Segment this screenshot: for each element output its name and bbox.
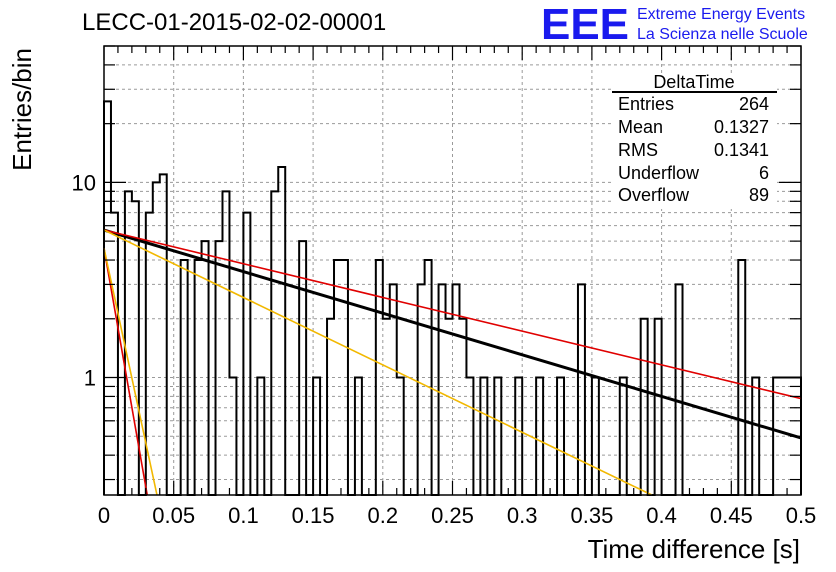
chart-title: LECC-01-2015-02-02-00001 [82, 9, 386, 36]
fit-line [103, 229, 802, 400]
x-tick-label: 0.3 [507, 503, 538, 528]
stats-label: Overflow [618, 185, 690, 205]
histogram-bin [676, 284, 683, 495]
histogram-bin [459, 319, 466, 495]
stats-row: Entries 264 [618, 94, 769, 114]
stats-label: RMS [618, 140, 658, 160]
histogram-bars [103, 100, 802, 496]
stats-value: 264 [739, 94, 769, 114]
x-tick-label: 0.35 [570, 503, 613, 528]
histogram-bin [418, 284, 425, 495]
stats-label: Mean [618, 117, 663, 137]
stats-label: Underflow [618, 163, 700, 183]
histogram-bin [655, 319, 662, 495]
fit-line [103, 248, 149, 496]
eee-logo: EEE Extreme Energy Events La Scienza nel… [541, 0, 808, 49]
histogram-bin [578, 284, 585, 495]
eee-logo-text: EEE [541, 0, 629, 49]
stats-row: Overflow 89 [618, 185, 769, 205]
histogram-bin [641, 319, 648, 495]
histogram-bin [222, 191, 229, 495]
x-tick-label: 0 [98, 503, 110, 528]
stats-row: RMS 0.1341 [618, 140, 769, 160]
histogram-bin [216, 241, 223, 495]
x-tick-label: 0.5 [786, 503, 817, 528]
y-tick-label: 1 [84, 366, 96, 391]
histogram-bin [146, 213, 153, 495]
x-tick-label: 0.15 [292, 503, 335, 528]
x-axis-label: Time difference [s] [588, 534, 800, 564]
histogram-outline [103, 100, 802, 496]
fit-lines [103, 228, 802, 496]
histogram-bin [160, 174, 167, 495]
fit-line [103, 228, 802, 440]
fit-line [103, 248, 158, 496]
histogram-bin [243, 213, 250, 495]
stats-value: 0.1327 [714, 117, 769, 137]
fit-line [103, 229, 653, 496]
y-axis-label: Entries/bin [7, 48, 37, 171]
x-tick-label: 0.4 [646, 503, 677, 528]
histogram-bin [446, 319, 453, 495]
x-tick-label: 0.05 [152, 503, 195, 528]
histogram-bin [439, 284, 446, 495]
grid [104, 46, 801, 495]
axis-ticks: 0 0.05 0.1 0.15 0.2 0.25 0.3 0.35 0.4 0.45 0.5 1 10 [72, 45, 817, 528]
stats-box-title: DeltaTime [653, 72, 734, 92]
x-tick-label: 0.1 [228, 503, 259, 528]
histogram-bin [153, 182, 160, 495]
stats-label: Entries [618, 94, 674, 114]
stats-row: Underflow 6 [618, 163, 769, 183]
stats-box: DeltaTime Entries 264 Mean 0.1327 RMS 0.… [612, 72, 777, 209]
stats-value: 89 [749, 185, 769, 205]
histogram-bin [278, 167, 285, 495]
histogram-bin [383, 319, 390, 495]
stats-value: 0.1341 [714, 140, 769, 160]
histogram-bin [271, 191, 278, 495]
histogram-bin [327, 319, 334, 495]
stats-box-bg [612, 74, 777, 209]
x-tick-label: 0.45 [710, 503, 753, 528]
eee-logo-line1: Extreme Energy Events [637, 6, 805, 23]
x-tick-label: 0.25 [431, 503, 474, 528]
stats-row: Mean 0.1327 [618, 117, 769, 137]
histogram-bin [111, 213, 118, 495]
x-tick-label: 0.2 [368, 503, 399, 528]
y-tick-label: 10 [72, 170, 96, 195]
eee-logo-line2: La Scienza nelle Scuole [637, 26, 808, 43]
stats-value: 6 [759, 163, 769, 183]
